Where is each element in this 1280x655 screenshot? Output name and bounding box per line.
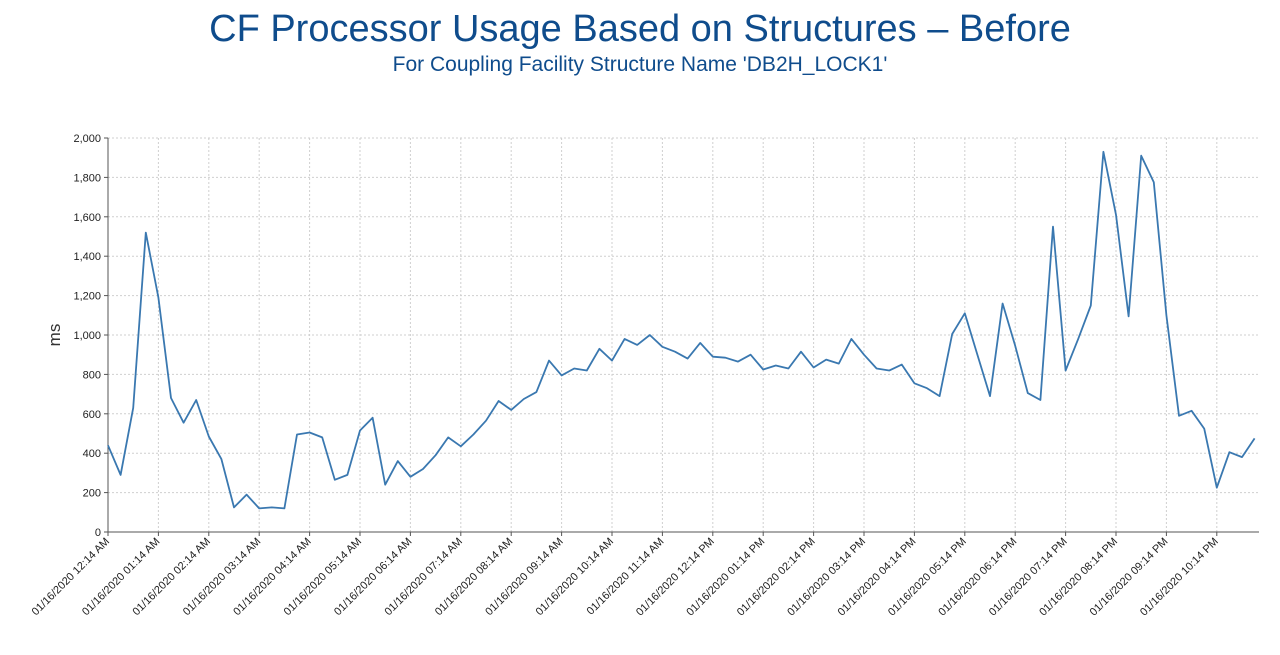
y-tick-label: 1,600: [73, 212, 101, 224]
y-tick-label: 0: [95, 527, 101, 539]
chart-title: CF Processor Usage Based on Structures –…: [209, 8, 1071, 50]
y-tick-label: 800: [83, 369, 101, 381]
y-tick-label: 1,000: [73, 330, 101, 342]
y-axis-label: ms: [45, 324, 64, 347]
y-tick-label: 2,000: [73, 133, 101, 145]
y-tick-label: 200: [83, 488, 101, 500]
series-group: [107, 150, 1256, 510]
grid: [108, 137, 1259, 532]
y-tick-label: 600: [83, 409, 101, 421]
chart-subtitle: For Coupling Facility Structure Name 'DB…: [392, 53, 888, 76]
y-axis-ticks: 0 200 400 600 800 1,000 1,200 1,400 1,600 1,800 2,…: [73, 133, 108, 539]
series-line: [107, 150, 1256, 510]
y-tick-label: 1,400: [73, 251, 101, 263]
y-tick-label: 1,200: [73, 291, 101, 303]
y-tick-label: 400: [83, 448, 101, 460]
y-tick-label: 1,800: [73, 172, 101, 184]
